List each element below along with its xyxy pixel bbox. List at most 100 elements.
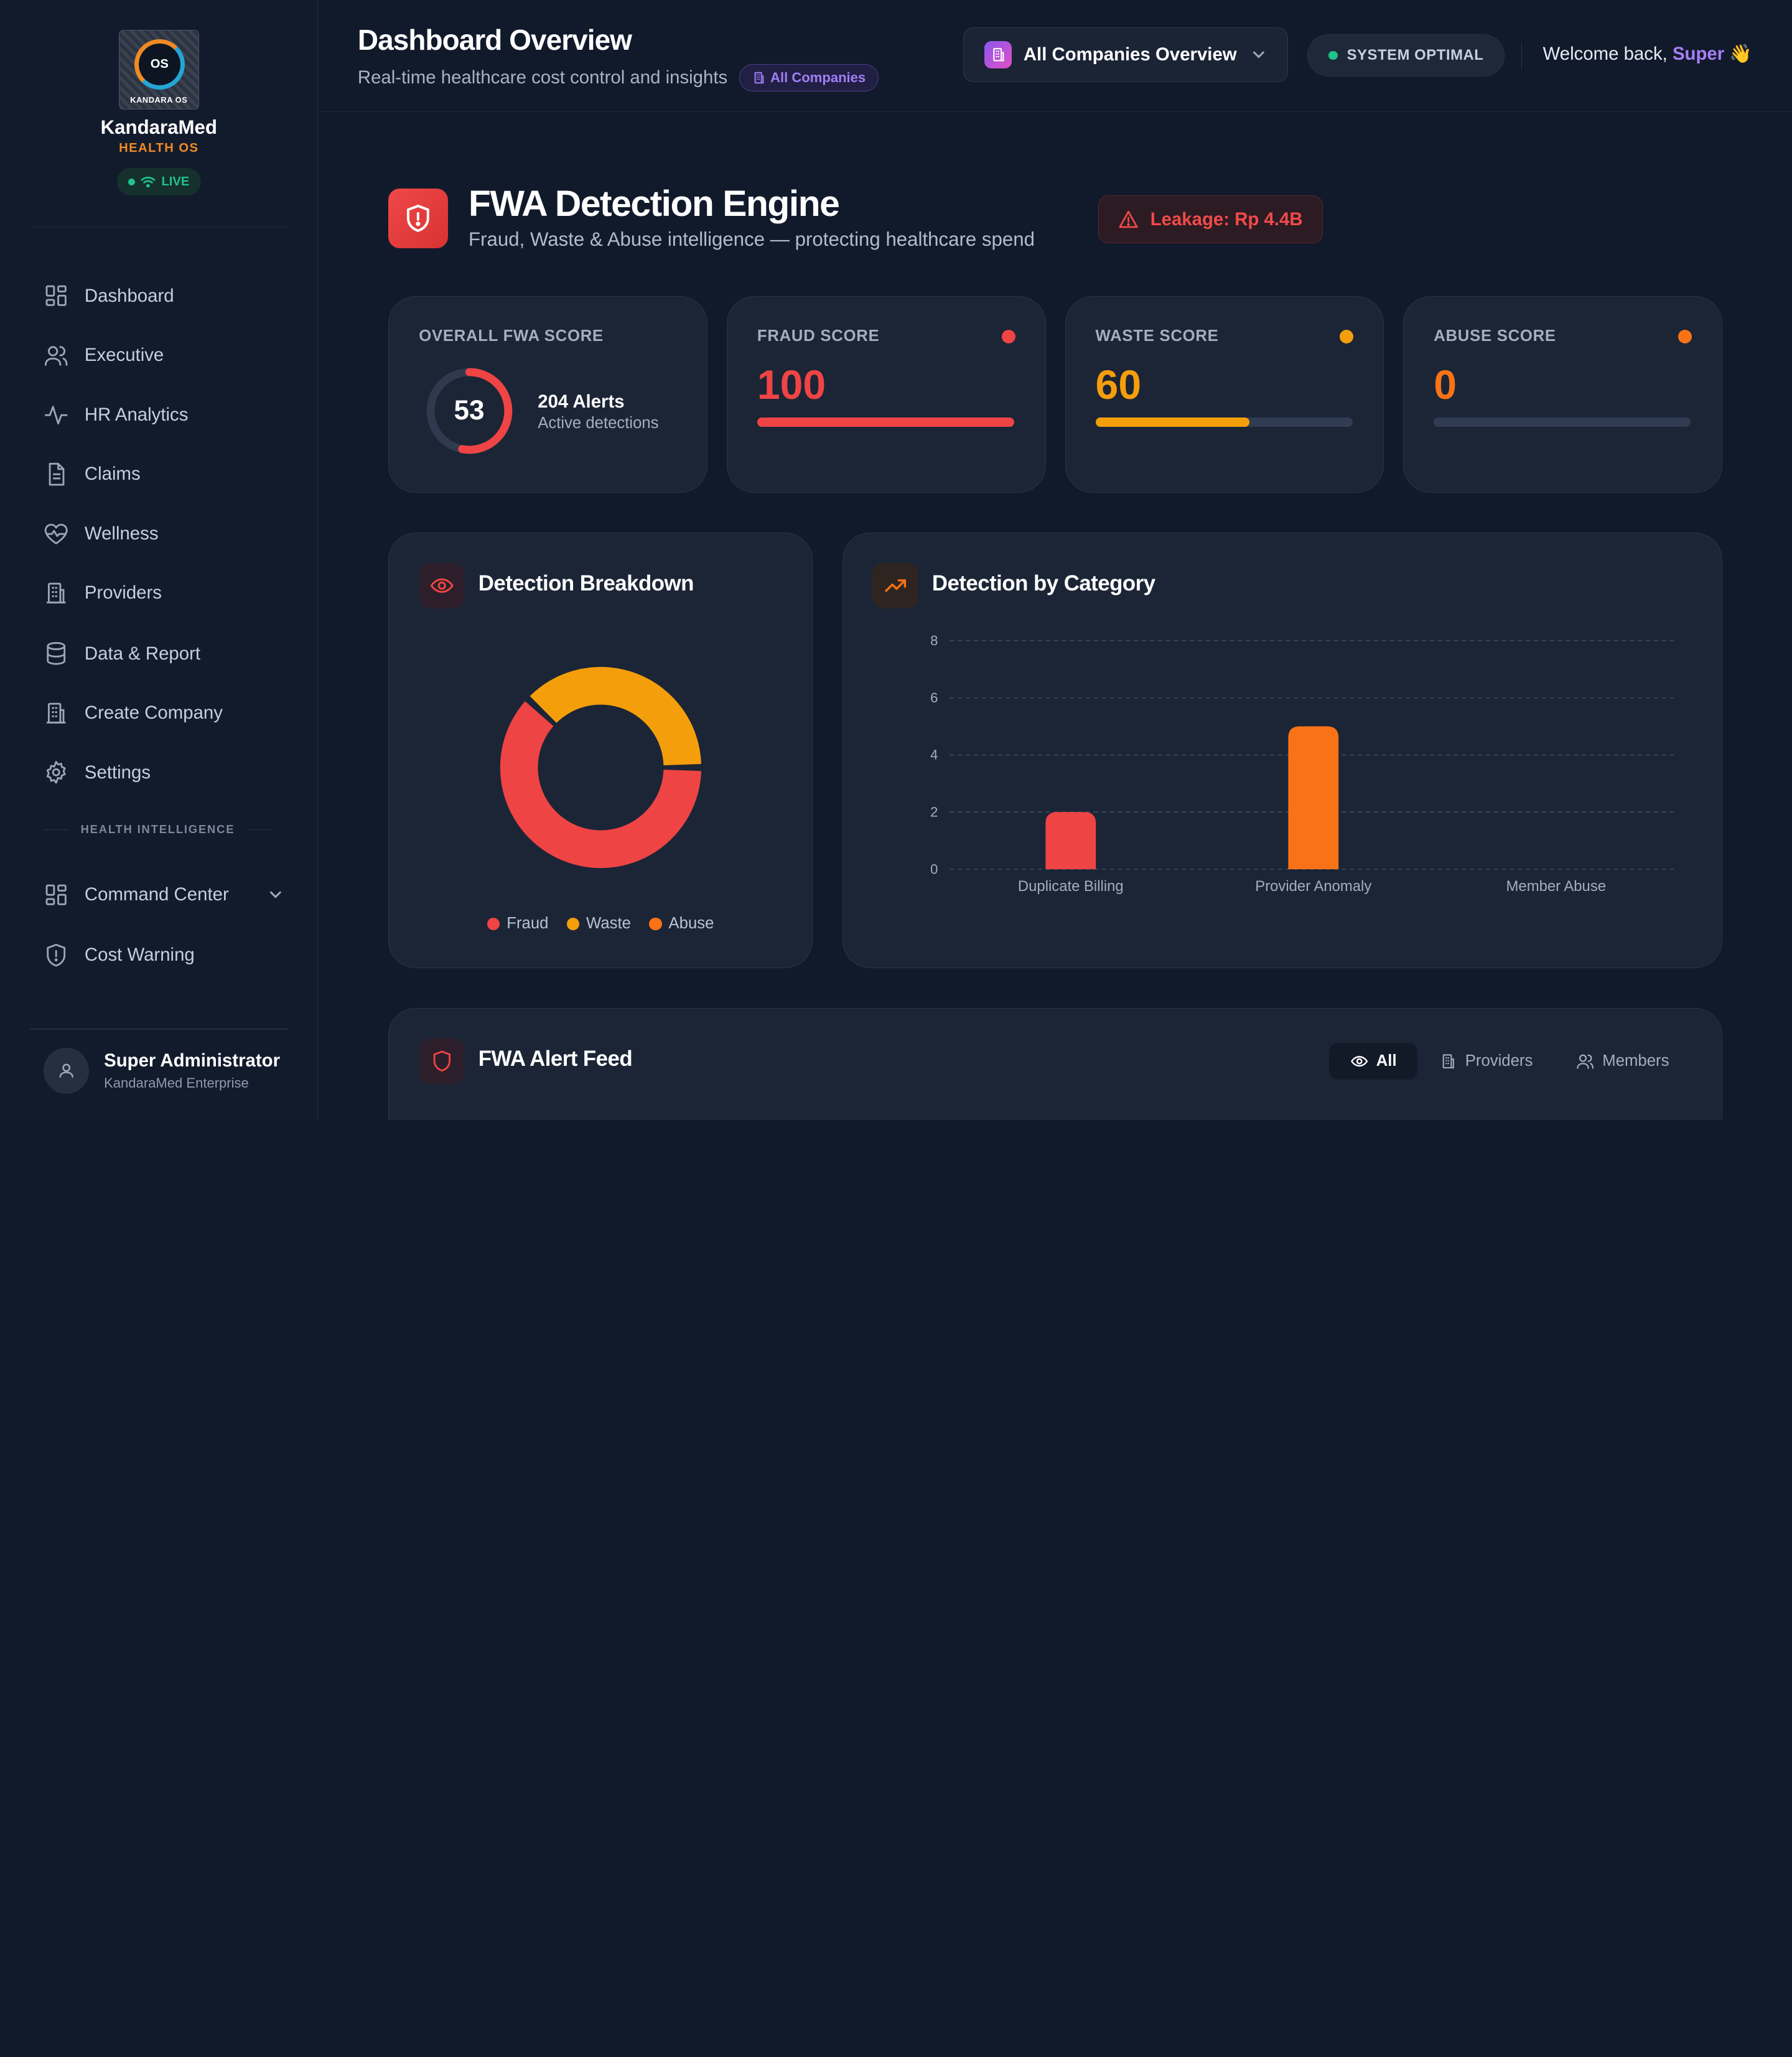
tab-providers[interactable]: Providers bbox=[1419, 1043, 1553, 1080]
score-bar-fill bbox=[1095, 417, 1250, 427]
waste-score-card: WASTE SCORE 60 bbox=[1065, 296, 1384, 493]
company-select-value: All Companies Overview bbox=[1023, 44, 1237, 65]
donut-chart bbox=[500, 666, 701, 869]
page-title: Dashboard Overview bbox=[357, 23, 632, 56]
user-org: KandaraMed Enterprise bbox=[104, 1075, 249, 1091]
wave-icon: 👋 bbox=[1729, 43, 1752, 64]
activity-icon bbox=[44, 405, 68, 424]
live-dot bbox=[128, 178, 136, 185]
score-bar-fill bbox=[757, 417, 1015, 427]
chart-legend: Fraud Waste Abuse bbox=[389, 915, 812, 933]
legend-swatch bbox=[649, 917, 662, 930]
tab-all[interactable]: All bbox=[1329, 1043, 1417, 1080]
tab-members[interactable]: Members bbox=[1556, 1043, 1689, 1080]
shield-icon bbox=[433, 1050, 450, 1072]
alerts-subtitle: Active detections bbox=[538, 414, 659, 432]
y-tick-label: 0 bbox=[930, 861, 938, 877]
brand-name: KandaraMed bbox=[100, 116, 217, 139]
brand: OS KANDARA OS KandaraMed HEALTH OS LIVE bbox=[0, 29, 318, 196]
building-icon bbox=[46, 702, 66, 724]
user-info: Super Administrator KandaraMed Enterpris… bbox=[104, 1050, 280, 1091]
scope-badge-label: All Companies bbox=[770, 69, 866, 85]
score-indicator-dot bbox=[1340, 329, 1354, 343]
company-icon bbox=[984, 41, 1012, 69]
sidebar-divider bbox=[29, 226, 288, 228]
wifi-icon bbox=[141, 177, 156, 188]
bar-duplicate-billing[interactable] bbox=[1045, 812, 1096, 869]
detection-category-panel: Detection by Category 0 2 4 6 8 Duplicate Bil… bbox=[842, 532, 1722, 968]
sidebar-item-providers[interactable]: Providers bbox=[44, 576, 284, 610]
sidebar-item-label: Dashboard bbox=[84, 285, 174, 306]
bar-provider-anomaly[interactable] bbox=[1288, 726, 1338, 869]
document-icon bbox=[49, 462, 65, 486]
sidebar-item-dashboard[interactable]: Dashboard bbox=[44, 279, 284, 313]
system-status-badge: SYSTEM OPTIMAL bbox=[1307, 34, 1505, 77]
legend-swatch bbox=[566, 917, 580, 930]
warning-triangle-icon bbox=[1119, 210, 1138, 228]
panel-title: FWA Alert Feed bbox=[478, 1046, 633, 1071]
leakage-badge: Leakage: Rp 4.4B bbox=[1098, 195, 1323, 244]
sidebar-item-label: Wellness bbox=[84, 523, 159, 544]
sidebar-item-data-report[interactable]: Data & Report bbox=[44, 637, 284, 671]
brand-tagline: HEALTH OS bbox=[119, 141, 199, 155]
x-tick-label: Provider Anomaly bbox=[1255, 878, 1371, 895]
score-bar bbox=[1434, 417, 1691, 427]
user-name: Super Administrator bbox=[104, 1050, 281, 1071]
alert-feed-tabs: All Providers Members bbox=[1329, 1043, 1689, 1080]
sidebar-item-label: Providers bbox=[84, 582, 162, 604]
donut-slice-fraud[interactable] bbox=[500, 701, 701, 869]
detection-breakdown-panel: Detection Breakdown Fraud Waste Abuse bbox=[388, 532, 813, 968]
fwa-subtitle: Fraud, Waste & Abuse intelligence — prot… bbox=[469, 228, 1035, 251]
welcome-user[interactable]: Super bbox=[1672, 43, 1725, 64]
sidebar-item-claims[interactable]: Claims bbox=[44, 457, 284, 492]
sidebar-item-hr-analytics[interactable]: HR Analytics bbox=[44, 398, 284, 432]
fwa-title: FWA Detection Engine bbox=[469, 183, 840, 224]
panel-title: Detection by Category bbox=[931, 571, 1155, 595]
score-label: ABUSE SCORE bbox=[1434, 327, 1556, 345]
score-label: OVERALL FWA SCORE bbox=[419, 327, 604, 345]
user-card[interactable]: Super Administrator KandaraMed Enterpris… bbox=[43, 1048, 280, 1094]
sidebar-item-wellness[interactable]: Wellness bbox=[44, 516, 284, 551]
welcome-message: Welcome back, Super 👋 bbox=[1543, 44, 1752, 65]
sidebar: OS KANDARA OS KandaraMed HEALTH OS LIVE … bbox=[0, 0, 318, 1120]
leakage-label: Leakage: Rp 4.4B bbox=[1150, 208, 1303, 230]
sidebar-item-label: Create Company bbox=[84, 702, 223, 724]
legend-item[interactable]: Abuse bbox=[649, 915, 714, 933]
avatar bbox=[43, 1048, 90, 1094]
eye-icon bbox=[1350, 1055, 1368, 1067]
y-tick-label: 8 bbox=[930, 633, 938, 648]
sidebar-item-label: Executive bbox=[84, 345, 164, 366]
live-badge: LIVE bbox=[116, 168, 201, 196]
system-status-label: SYSTEM OPTIMAL bbox=[1346, 47, 1484, 64]
sidebar-item-settings[interactable]: Settings bbox=[44, 755, 284, 790]
status-dot bbox=[1328, 50, 1338, 60]
users-icon bbox=[1577, 1054, 1594, 1069]
bar-chart: 0 2 4 6 8 Duplicate Billing Provider Anomaly Me… bbox=[930, 633, 1678, 895]
grid-icon bbox=[45, 884, 67, 905]
alerts-count: 204 Alerts bbox=[538, 391, 625, 413]
building-icon bbox=[1443, 1054, 1455, 1068]
tab-label: Members bbox=[1602, 1052, 1669, 1070]
building-icon bbox=[992, 48, 1004, 62]
legend-label: Waste bbox=[586, 915, 631, 933]
users-icon bbox=[44, 346, 68, 366]
sidebar-section-header: HEALTH INTELLIGENCE bbox=[43, 823, 273, 836]
sidebar-item-executive[interactable]: Executive bbox=[44, 338, 284, 373]
sidebar-item-cost-warning[interactable]: Cost Warning bbox=[44, 938, 284, 973]
donut-slice-waste[interactable] bbox=[530, 666, 701, 765]
sidebar-item-label: Settings bbox=[84, 762, 151, 783]
chevron-down-icon bbox=[1253, 51, 1264, 59]
legend-item[interactable]: Waste bbox=[566, 915, 631, 933]
sidebar-item-command-center[interactable]: Command Center bbox=[44, 878, 284, 912]
score-gauge bbox=[426, 368, 512, 454]
shield-alert-icon bbox=[47, 944, 65, 967]
section-line bbox=[43, 829, 70, 831]
sidebar-item-create-company[interactable]: Create Company bbox=[44, 696, 284, 730]
section-line bbox=[246, 829, 273, 831]
tab-label: Providers bbox=[1465, 1052, 1533, 1070]
chevron-down-icon[interactable] bbox=[268, 887, 284, 903]
brand-logo[interactable]: OS KANDARA OS bbox=[119, 29, 199, 110]
company-select[interactable]: All Companies Overview bbox=[963, 27, 1288, 83]
legend-item[interactable]: Fraud bbox=[487, 915, 548, 933]
tab-label: All bbox=[1376, 1052, 1397, 1070]
